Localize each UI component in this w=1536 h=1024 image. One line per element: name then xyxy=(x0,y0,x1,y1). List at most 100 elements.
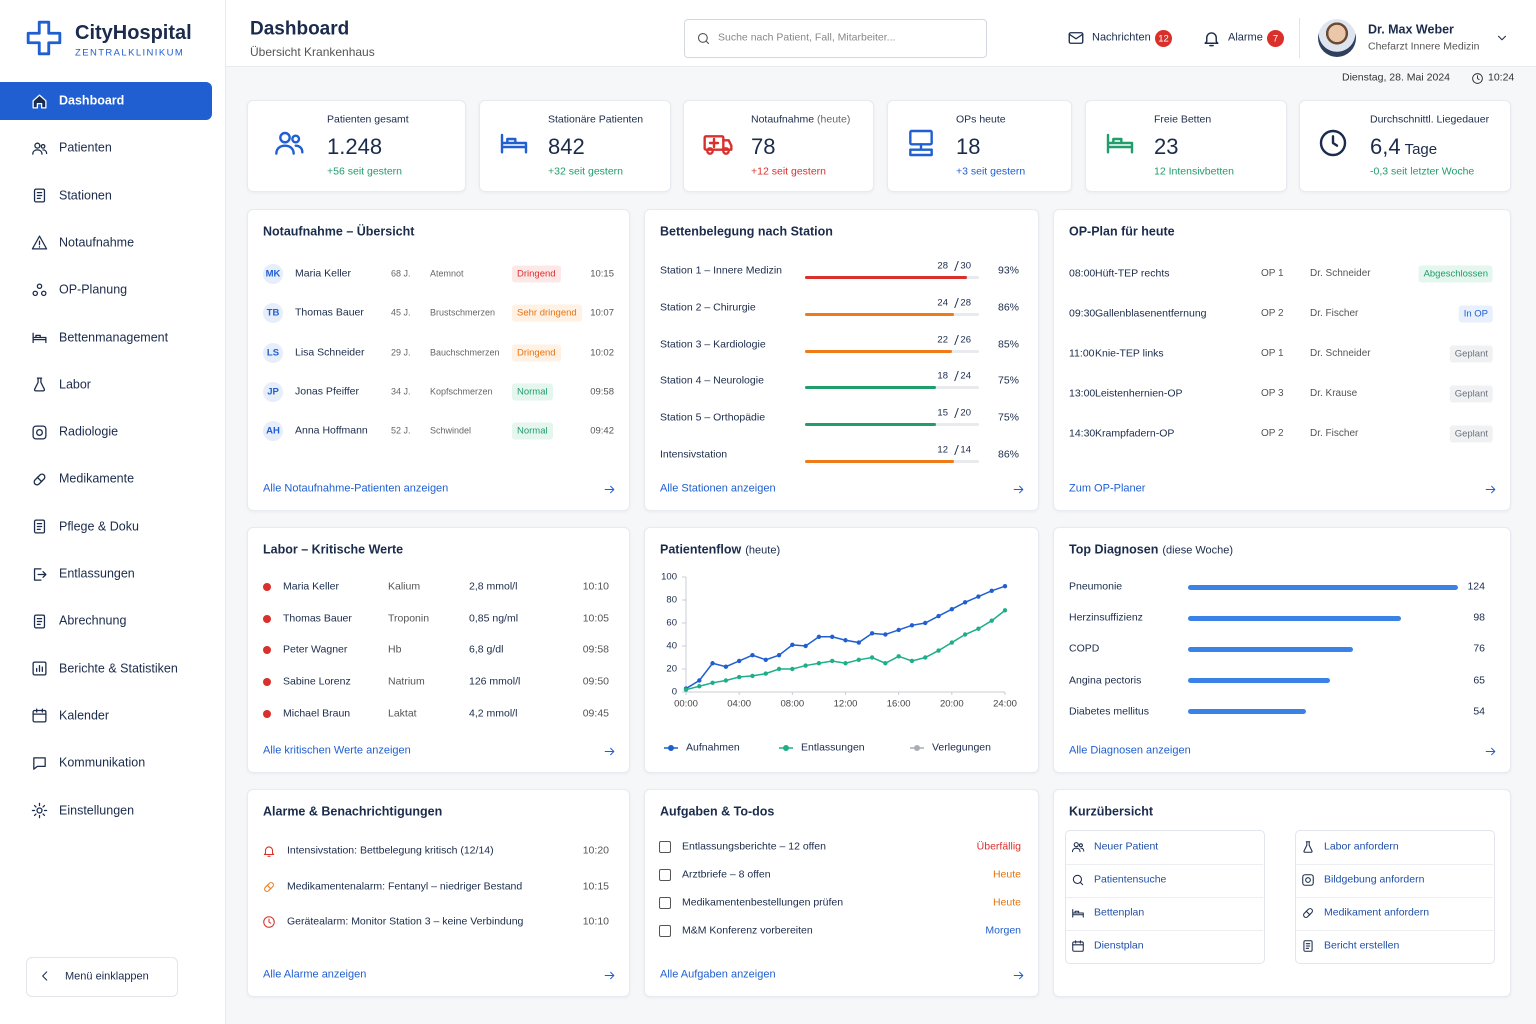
panel-title: OP-Plan für heute xyxy=(1069,224,1175,239)
flow-point xyxy=(710,680,715,685)
nav-icon xyxy=(31,708,47,723)
nav-icon xyxy=(33,519,45,534)
icon-part xyxy=(33,188,45,203)
icon-part xyxy=(33,614,45,629)
task-text: Medikamentenbestellungen prüfen xyxy=(682,896,844,909)
initials-avatar xyxy=(263,421,283,442)
kpi-label: OPs heute xyxy=(956,113,1006,126)
task-checkbox[interactable] xyxy=(659,925,671,937)
lab-parameter: Troponin xyxy=(388,612,430,625)
link-arrow xyxy=(1485,747,1495,755)
op-room: OP 1 xyxy=(1261,268,1284,279)
collapse-button[interactable] xyxy=(26,957,178,997)
icon-part xyxy=(1497,35,1507,41)
icon-part xyxy=(1303,841,1313,853)
lab-patient: Maria Keller xyxy=(283,580,340,593)
initials-avatar xyxy=(263,342,283,363)
x-tick-label: 12:00 xyxy=(833,698,858,710)
quick-icon xyxy=(1303,841,1313,853)
messages-badge xyxy=(1155,30,1172,47)
op-room: OP 2 xyxy=(1261,308,1284,319)
diagnosis-bar xyxy=(1188,646,1354,652)
panel-link[interactable]: Alle Aufgaben anzeigen xyxy=(660,968,776,981)
lab-parameter: Hb xyxy=(388,644,402,657)
messages-label[interactable]: Nachrichten xyxy=(1092,31,1151,44)
icon-part xyxy=(31,93,47,109)
search-box[interactable] xyxy=(684,19,987,58)
panel-link[interactable]: Alle kritischen Werte anzeigen xyxy=(263,744,411,757)
op-room: OP 1 xyxy=(1261,348,1284,359)
quick-label: Bettenplan xyxy=(1094,906,1145,919)
panel xyxy=(644,209,1039,511)
op-status: Geplant xyxy=(1449,425,1493,443)
user-menu-chevron xyxy=(1497,35,1507,41)
icon-part xyxy=(33,377,45,392)
op-procedure: Knie-TEP links xyxy=(1095,347,1164,360)
priority-badge: Dringend xyxy=(512,344,561,362)
task-checkbox[interactable] xyxy=(659,897,671,909)
patient-name: Jonas Pfeiffer xyxy=(295,385,360,398)
user-role: Chefarzt Innere Medizin xyxy=(1368,40,1480,53)
icon-part xyxy=(41,149,47,154)
task-checkbox[interactable] xyxy=(659,841,671,853)
panel xyxy=(1053,209,1511,511)
kpi-delta: +3 seit gestern xyxy=(956,165,1026,178)
alert-time: 10:20 xyxy=(582,844,609,857)
nav-icon xyxy=(31,661,47,676)
kpi-label: Notaufnahme (heute) xyxy=(751,113,851,126)
sidebar xyxy=(0,0,226,1024)
page-title: Dashboard xyxy=(250,18,350,40)
x-tick-label: 00:00 xyxy=(674,698,698,710)
alert-text: Intensivstation: Bettbelegung kritisch (… xyxy=(287,844,494,857)
station-total: 30 xyxy=(960,260,971,272)
kpi-value: 6,4 Tage xyxy=(1370,133,1438,159)
op-surgeon: Dr. Krause xyxy=(1310,388,1358,399)
panel-link[interactable]: Alle Diagnosen anzeigen xyxy=(1069,744,1191,757)
alarms-label[interactable]: Alarme xyxy=(1228,31,1263,44)
diagnosis-bar xyxy=(1188,709,1306,715)
icon-part xyxy=(909,129,933,146)
lab-parameter: Kalium xyxy=(388,580,421,593)
patient-age: 68 J. xyxy=(391,268,411,279)
flow-point xyxy=(949,640,955,645)
panel-link[interactable]: Zum OP-Planer xyxy=(1069,482,1146,495)
op-time: 14:30 xyxy=(1069,427,1096,440)
complaint: Schwindel xyxy=(430,425,472,436)
panel-title: Alarme & Benachrichtigungen xyxy=(263,804,443,819)
kpi-delta: 12 Intensivbetten xyxy=(1154,165,1234,178)
icon-part xyxy=(33,188,45,203)
user-name[interactable]: Dr. Max Weber xyxy=(1368,22,1454,37)
icon-part xyxy=(1072,940,1084,946)
flow-point xyxy=(697,684,702,689)
icon-part xyxy=(33,142,40,149)
panel-link[interactable]: Alle Alarme anzeigen xyxy=(263,968,367,981)
initials-avatar xyxy=(263,303,283,324)
flow-point xyxy=(869,631,875,636)
icon-part xyxy=(1068,32,1084,44)
x-tick-label: 08:00 xyxy=(780,698,805,710)
lab-time: 09:58 xyxy=(582,644,609,657)
icon-part xyxy=(275,144,295,155)
panel-link[interactable]: Alle Stationen anzeigen xyxy=(660,482,776,495)
station-occupied: 18 xyxy=(937,370,948,382)
flow-point xyxy=(989,618,994,623)
icon-part xyxy=(33,519,45,534)
link-arrow xyxy=(604,485,614,493)
icon-part xyxy=(31,332,47,344)
critical-dot xyxy=(263,614,271,623)
flow-point xyxy=(989,588,994,593)
kpi-unit: Tage xyxy=(1404,140,1438,158)
nav-icon xyxy=(32,756,46,770)
icon-part xyxy=(263,846,275,856)
arrival-time: 09:42 xyxy=(590,425,614,437)
kpi-value: 78 xyxy=(751,133,776,159)
station-percent: 86% xyxy=(998,301,1020,314)
icon-part xyxy=(909,143,933,157)
panel xyxy=(644,527,1039,773)
task-checkbox[interactable] xyxy=(659,869,671,881)
avatar[interactable] xyxy=(1318,19,1356,57)
icon-part xyxy=(263,846,275,857)
icon-part xyxy=(1080,847,1085,852)
panel-link[interactable]: Alle Notaufnahme-Patienten anzeigen xyxy=(263,482,449,495)
alert-time: 10:10 xyxy=(582,915,609,928)
